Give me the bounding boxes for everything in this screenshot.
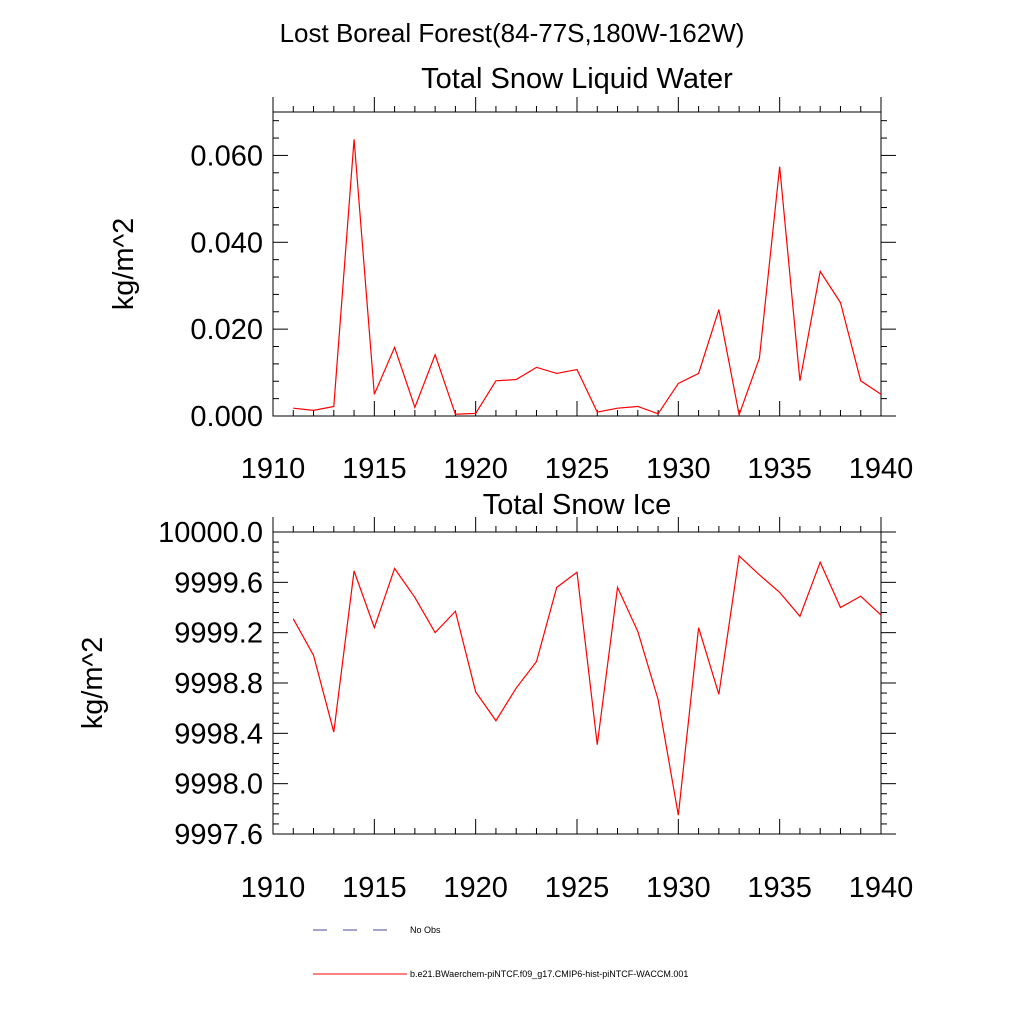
- series-line: [292, 554, 882, 816]
- y-tick-label: 0.000: [190, 401, 263, 433]
- x-tick-label: 1935: [747, 872, 812, 904]
- legend-label: b.e21.BWaerchem-piNTCF.f09_g17.CMIP6-his…: [410, 969, 688, 979]
- panel-title: Total Snow Ice: [483, 489, 672, 521]
- series-line: [293, 139, 882, 417]
- figure-title: Lost Boreal Forest(84-77S,180W-162W): [280, 18, 745, 48]
- x-tick-label: 1930: [646, 453, 711, 485]
- chart-panel-1: Total Snow Liquid Water kg/m^2 1910 1915 192…: [108, 63, 913, 485]
- y-tick-label: 0.060: [190, 140, 263, 172]
- chart-panel-2: Total Snow Ice kg/m^2 1910 1915 1920 1925 1930…: [77, 489, 913, 904]
- x-tick-label: 1910: [241, 872, 306, 904]
- x-tick-label: 1920: [443, 872, 508, 904]
- legend-label: No Obs: [410, 925, 441, 935]
- y-axis-label: kg/m^2: [77, 637, 109, 730]
- y-tick-label: 9998.8: [174, 668, 263, 700]
- y-tick-label: 10000.0: [158, 517, 263, 549]
- x-tick-label: 1925: [545, 872, 610, 904]
- chart-legend: No Obs b.e21.BWaerchem-piNTCF.f09_g17.CMI…: [313, 925, 688, 979]
- y-tick-label: 0.040: [190, 227, 263, 259]
- y-tick-label: 0.020: [190, 314, 263, 346]
- y-tick-label: 9999.6: [174, 567, 263, 599]
- panel-title: Total Snow Liquid Water: [421, 63, 733, 95]
- x-tick-label: 1925: [545, 453, 610, 485]
- y-axis-label: kg/m^2: [108, 218, 140, 311]
- y-tick-label: 9998.4: [174, 718, 263, 750]
- x-tick-label: 1915: [342, 453, 407, 485]
- x-tick-label: 1920: [443, 453, 508, 485]
- legend-item-no-obs: No Obs: [313, 925, 441, 935]
- x-tick-label: 1915: [342, 872, 407, 904]
- y-tick-label: 9997.6: [174, 819, 263, 851]
- y-tick-label: 9998.0: [174, 769, 263, 801]
- x-tick-label: 1935: [747, 453, 812, 485]
- x-tick-label: 1910: [241, 453, 306, 485]
- y-tick-label: 9999.2: [174, 618, 263, 650]
- x-tick-label: 1930: [646, 872, 711, 904]
- x-tick-label: 1940: [849, 453, 914, 485]
- chart-panels: Total Snow Liquid Water kg/m^2 1910 1915 192…: [77, 63, 913, 904]
- x-tick-label: 1940: [849, 872, 914, 904]
- legend-item-model: b.e21.BWaerchem-piNTCF.f09_g17.CMIP6-his…: [313, 969, 688, 979]
